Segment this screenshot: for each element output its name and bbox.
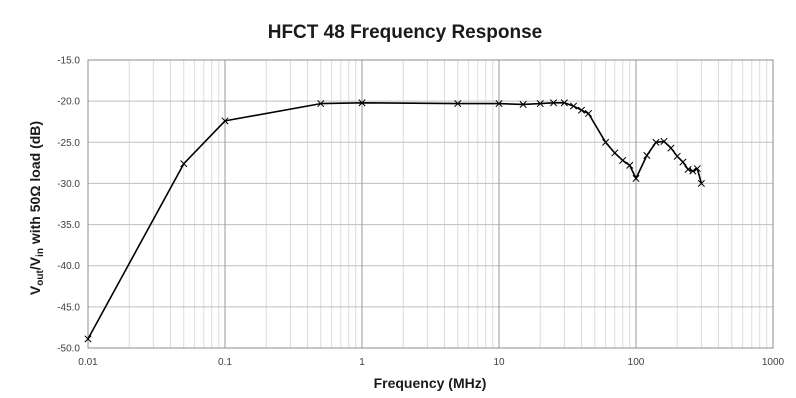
data-point-marker [693, 165, 701, 173]
x-tick-label: 1 [359, 357, 365, 368]
data-point-marker [632, 174, 640, 183]
data-point-marker [317, 100, 325, 108]
x-tick-label: 10 [493, 357, 505, 368]
data-point-marker [689, 167, 697, 175]
x-tick-label: 100 [628, 357, 645, 368]
y-axis-title-rest: with 50Ω load (dB) [27, 121, 43, 248]
y-tick-label: -35.0 [57, 220, 80, 231]
y-tick-label: -30.0 [57, 179, 80, 190]
data-point-marker [549, 99, 558, 107]
y-axis-title-over-v: /V [27, 256, 43, 270]
y-axis-title-v: V [27, 285, 43, 295]
data-point-marker [454, 100, 462, 108]
y-tick-label: -50.0 [57, 344, 80, 355]
x-axis-tick-labels: 0.01 0.1 1 10 100 1000 [78, 357, 784, 368]
data-point-marker [679, 158, 687, 166]
data-point-marker [643, 151, 651, 160]
y-tick-label: -45.0 [57, 302, 80, 313]
x-tick-label: 0.01 [78, 357, 98, 368]
y-tick-label: -40.0 [57, 261, 80, 272]
chart-title: HFCT 48 Frequency Response [268, 22, 543, 43]
data-point-marker [221, 117, 229, 125]
data-point-marker [560, 99, 568, 107]
data-point-marker [660, 137, 668, 146]
x-tick-label: 0.1 [218, 357, 232, 368]
data-point-marker [652, 138, 660, 146]
y-axis-title-sub-in: in [35, 248, 46, 257]
y-axis-title: Vout/Vin with 50Ω load (dB) [27, 121, 46, 295]
x-tick-label: 1000 [762, 357, 785, 368]
data-point-marker [697, 179, 705, 187]
data-point-marker [667, 144, 675, 152]
data-point-marker [584, 109, 593, 118]
data-point-marker [673, 152, 681, 160]
data-point-marker [626, 161, 634, 169]
data-point-marker [619, 156, 627, 164]
y-tick-label: -20.0 [57, 97, 80, 108]
minor-gridlines [128, 60, 768, 348]
data-point-marker [495, 100, 503, 108]
data-point-marker [602, 138, 610, 146]
data-point-marker [611, 149, 619, 157]
series-layer [84, 99, 705, 343]
y-tick-label: -25.0 [57, 138, 80, 149]
plot-area-frame [87, 59, 774, 349]
data-point-marker [84, 335, 92, 343]
data-point-marker [180, 160, 188, 168]
data-point-marker [577, 106, 586, 114]
data-point-marker [569, 102, 578, 110]
y-axis-tick-labels: -15.0 -20.0 -25.0 -30.0 -35.0 -40.0 -45.0 -50.0 [57, 56, 80, 355]
data-point-marker [519, 100, 527, 108]
series-line [87, 102, 703, 340]
data-point-marker [684, 165, 692, 173]
y-axis-title-sub-out: out [35, 270, 46, 286]
data-point-marker [358, 99, 366, 107]
y-tick-label: -15.0 [57, 56, 80, 67]
data-point-marker [536, 100, 544, 108]
x-axis-title: Frequency (MHz) [374, 375, 487, 391]
